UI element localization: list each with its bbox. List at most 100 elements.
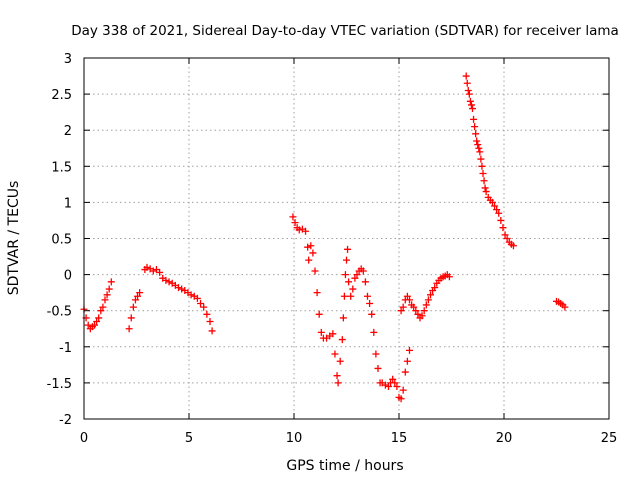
x-axis-label: GPS time / hours bbox=[286, 458, 403, 474]
data-point bbox=[91, 321, 98, 329]
data-point bbox=[311, 267, 319, 275]
y-tick-label: 1 bbox=[64, 196, 72, 211]
data-point bbox=[307, 242, 315, 250]
data-point bbox=[336, 357, 344, 365]
data-point bbox=[129, 303, 137, 311]
data-point bbox=[479, 170, 487, 178]
data-point bbox=[418, 312, 426, 320]
data-point bbox=[313, 289, 321, 297]
data-point bbox=[304, 243, 312, 251]
data-point bbox=[472, 130, 480, 138]
data-point bbox=[162, 276, 170, 284]
data-point bbox=[399, 386, 407, 394]
data-point bbox=[470, 115, 478, 123]
data-point bbox=[495, 209, 503, 217]
y-axis-label: SDTVAR / TECUs bbox=[6, 181, 22, 296]
data-point bbox=[406, 346, 413, 354]
data-point bbox=[339, 314, 347, 322]
data-point bbox=[105, 285, 113, 293]
data-point bbox=[345, 278, 353, 286]
data-point bbox=[107, 278, 115, 286]
data-point bbox=[422, 301, 430, 309]
data-point bbox=[289, 213, 297, 221]
data-point bbox=[372, 350, 380, 358]
data-point bbox=[381, 381, 389, 389]
data-point bbox=[477, 155, 485, 163]
data-point bbox=[317, 328, 325, 336]
y-tick-label: 2.5 bbox=[51, 88, 72, 103]
data-point bbox=[397, 307, 405, 315]
data-point bbox=[406, 296, 413, 304]
data-point bbox=[353, 271, 361, 279]
data-point bbox=[134, 292, 142, 300]
data-point bbox=[427, 291, 434, 299]
data-point bbox=[193, 294, 201, 302]
y-tick-label: -1 bbox=[59, 341, 72, 356]
data-point bbox=[445, 273, 453, 281]
data-point bbox=[469, 105, 476, 113]
data-point bbox=[344, 245, 352, 253]
x-tick-label: 20 bbox=[496, 431, 513, 446]
data-point bbox=[368, 310, 376, 318]
y-tick-label: -2 bbox=[59, 413, 72, 428]
data-point bbox=[149, 267, 157, 275]
data-point bbox=[103, 291, 111, 299]
data-point bbox=[206, 318, 214, 326]
data-point bbox=[341, 271, 349, 279]
data-point bbox=[391, 379, 399, 387]
data-point bbox=[331, 350, 339, 358]
data-point bbox=[329, 330, 337, 338]
y-tick-label: 0 bbox=[64, 269, 72, 284]
data-point bbox=[175, 284, 182, 292]
y-tick-label: 2 bbox=[64, 124, 72, 139]
data-point bbox=[143, 263, 151, 271]
data-point bbox=[343, 256, 350, 264]
data-points bbox=[80, 72, 569, 403]
x-tick-label: 0 bbox=[80, 431, 88, 446]
data-point bbox=[315, 310, 323, 318]
data-point bbox=[200, 303, 208, 311]
data-point bbox=[208, 327, 216, 335]
y-tick-label: -0.5 bbox=[47, 305, 72, 320]
data-point bbox=[99, 303, 107, 311]
data-point bbox=[403, 357, 411, 365]
data-point bbox=[295, 226, 303, 234]
data-point bbox=[475, 144, 483, 152]
data-point bbox=[361, 278, 369, 286]
data-point bbox=[165, 278, 173, 286]
data-point bbox=[136, 289, 144, 297]
tick-labels: 0 5 10 15 20 25 -2 -1.5 -1 -0.5 0 0.5 1 1.5 2 2.5 3 bbox=[47, 52, 618, 446]
data-point bbox=[467, 101, 475, 109]
data-point bbox=[203, 310, 211, 318]
data-point bbox=[178, 285, 186, 293]
data-point bbox=[431, 284, 439, 292]
data-point bbox=[349, 285, 357, 293]
x-tick-label: 25 bbox=[601, 431, 618, 446]
data-point bbox=[501, 231, 509, 239]
data-point bbox=[374, 364, 382, 372]
data-point bbox=[93, 318, 101, 326]
chart-title: Day 338 of 2021, Sidereal Day-to-day VTE… bbox=[71, 23, 619, 39]
data-point bbox=[503, 235, 511, 242]
y-tick-label: 1.5 bbox=[51, 160, 72, 175]
data-point bbox=[291, 219, 299, 227]
data-point bbox=[493, 206, 501, 214]
data-point bbox=[464, 86, 472, 94]
data-point bbox=[488, 198, 496, 206]
data-point bbox=[359, 267, 367, 275]
data-point bbox=[465, 90, 473, 98]
data-point bbox=[351, 274, 359, 282]
data-point bbox=[410, 303, 418, 311]
data-point bbox=[399, 303, 407, 311]
data-point bbox=[474, 141, 482, 149]
data-point bbox=[366, 299, 374, 307]
data-point bbox=[476, 148, 484, 156]
data-point bbox=[101, 296, 109, 304]
data-point bbox=[497, 216, 505, 224]
data-point bbox=[401, 368, 409, 376]
data-point bbox=[333, 372, 341, 380]
data-point bbox=[463, 79, 471, 87]
data-point bbox=[420, 307, 428, 315]
plot-frame bbox=[83, 57, 610, 420]
